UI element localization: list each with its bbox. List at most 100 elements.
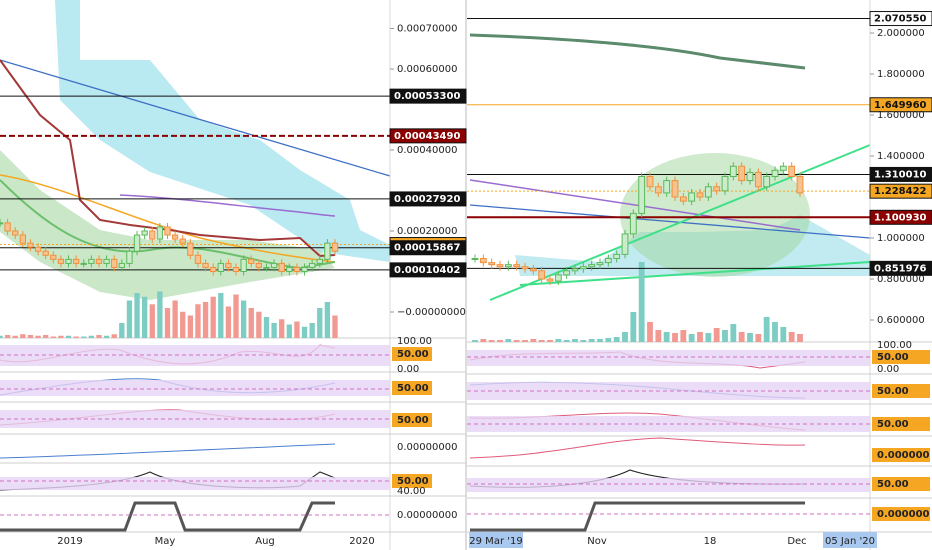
indicator-label-box xyxy=(392,347,432,361)
candle-body xyxy=(796,176,804,194)
candle-body xyxy=(141,230,148,236)
indicator-label-box xyxy=(392,413,432,427)
price-label-box xyxy=(869,97,932,113)
candle-body xyxy=(596,262,604,266)
volume-bar xyxy=(126,300,133,338)
volume-bar xyxy=(522,340,528,342)
candle-body xyxy=(149,230,156,240)
volume-bar xyxy=(172,300,178,338)
candle-body xyxy=(12,230,19,236)
candle-body xyxy=(286,266,293,273)
candle-body xyxy=(263,266,270,269)
volume-bar xyxy=(622,332,628,342)
volume-bar xyxy=(4,335,11,338)
trend-line xyxy=(469,204,871,239)
candle-body xyxy=(225,262,232,268)
volume-bar xyxy=(780,327,787,342)
cloud xyxy=(620,153,810,277)
candle-body xyxy=(738,165,746,182)
indicator-label-box xyxy=(872,384,930,398)
candle-body xyxy=(248,258,255,264)
indicator-label: 0.000000 xyxy=(877,450,930,461)
candle-body xyxy=(538,270,546,280)
x-tick-label: 18 xyxy=(704,536,717,547)
y-tick-label: 1.400000 xyxy=(877,151,925,162)
x-tick-label: Nov xyxy=(587,536,607,547)
price-label: 1.649960 xyxy=(874,100,927,111)
y-tick-label: −0.00000000 xyxy=(397,307,466,318)
volume-bar xyxy=(713,328,720,342)
indicator-band xyxy=(0,410,390,428)
x-label-box xyxy=(823,532,877,548)
indicator-label-box xyxy=(872,417,930,431)
volume-bar xyxy=(103,335,110,338)
candle-body xyxy=(746,171,754,182)
macd-line xyxy=(469,437,806,459)
volume-bar xyxy=(638,262,645,342)
candle-body xyxy=(779,165,787,171)
candle-body xyxy=(496,264,504,268)
ma-line xyxy=(0,174,336,263)
candle-body xyxy=(187,242,194,256)
left-decor xyxy=(0,0,391,532)
candle-body xyxy=(571,268,579,272)
candle-body xyxy=(629,212,637,235)
price-label-box xyxy=(869,260,932,276)
price-label: 1.228422 xyxy=(874,186,927,197)
volume-bar xyxy=(50,336,56,338)
candle-body xyxy=(308,262,316,268)
candle-body xyxy=(240,258,247,273)
candle-body xyxy=(50,254,57,260)
volume-bar xyxy=(588,339,595,342)
candle-body xyxy=(133,234,141,252)
price-label: 0.00010402 xyxy=(394,265,460,276)
candle-body xyxy=(529,268,537,272)
indicator-label: 0.00 xyxy=(877,364,899,375)
volume-bar xyxy=(141,296,148,338)
indicator-label: 50.00 xyxy=(877,419,909,430)
volume-bar xyxy=(655,330,662,342)
price-label: 1.310010 xyxy=(874,169,927,180)
indicator-label: 40.00 xyxy=(397,486,426,497)
volume-bar xyxy=(294,321,300,338)
volume-bar xyxy=(271,323,277,338)
candle-body xyxy=(513,264,521,268)
candle-body xyxy=(771,169,779,178)
volume-bar xyxy=(613,337,620,342)
volume-bar xyxy=(202,302,209,338)
volume-bar xyxy=(81,336,87,338)
indicator-band xyxy=(467,382,870,400)
y-tick-label: 2.000000 xyxy=(877,28,925,39)
indicator-label: 50.00 xyxy=(877,352,909,363)
volume-bar xyxy=(301,326,308,338)
volume-bar xyxy=(738,332,745,342)
volume-bar xyxy=(597,339,603,342)
candle-body xyxy=(671,180,679,198)
volume-bar xyxy=(309,323,315,338)
y-tick-label: 0.00040000 xyxy=(397,145,457,156)
volume-bar xyxy=(788,332,795,342)
volume-bar xyxy=(755,334,762,342)
volume-bar xyxy=(697,332,703,342)
candle-body xyxy=(80,262,87,265)
price-label-box xyxy=(389,262,467,278)
indicator-label-box xyxy=(392,381,432,395)
candle-body xyxy=(604,258,612,264)
volume-bar xyxy=(317,308,323,338)
volume-bar xyxy=(580,340,587,342)
candle-body xyxy=(19,234,27,244)
indicator-label: 100.00 xyxy=(877,340,912,351)
volume-bar xyxy=(680,330,687,342)
price-label: 0.00043490 xyxy=(394,131,460,142)
candle-body xyxy=(118,262,125,268)
price-label: 0.00015867 xyxy=(394,243,460,254)
candle-body xyxy=(278,262,285,272)
candle-body xyxy=(202,262,209,268)
candle-body xyxy=(57,258,65,264)
volume-bar xyxy=(647,322,653,342)
candle-body xyxy=(588,264,596,268)
indicator-label: 50.00 xyxy=(877,479,909,490)
volume-bar xyxy=(513,340,520,342)
y-tick-label: 0.00070000 xyxy=(397,24,457,35)
